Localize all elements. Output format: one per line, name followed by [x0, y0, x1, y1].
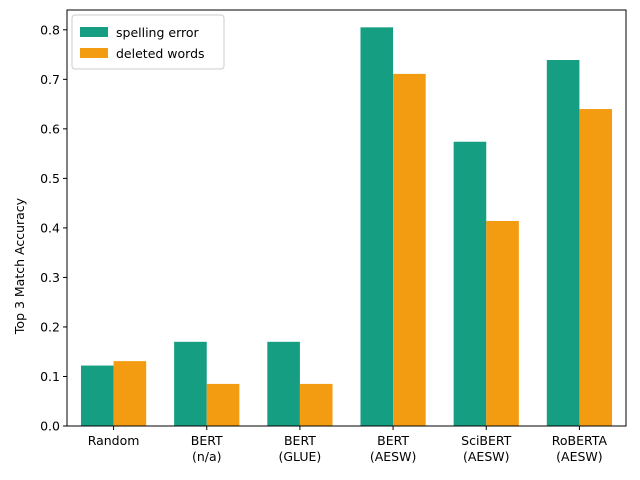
y-tick-label: 0.0: [40, 419, 60, 434]
y-tick-label: 0.3: [40, 270, 60, 285]
legend-swatch-spelling-error: [80, 27, 108, 37]
y-axis-label: Top 3 Match Accuracy: [12, 197, 27, 335]
x-tick-label: BERT (n/a): [191, 433, 223, 464]
bar-deleted-words-4: [486, 220, 519, 426]
legend-label-spelling-error: spelling error: [116, 25, 200, 40]
legend-frame: [71, 14, 225, 70]
y-tick-label: 0.5: [40, 171, 60, 186]
bars-layer: [80, 27, 613, 427]
bar-spelling-error-1: [174, 341, 207, 426]
bar-spelling-error-4: [453, 141, 487, 426]
bar-spelling-error-5: [546, 60, 580, 427]
bar-deleted-words-3: [393, 73, 426, 426]
bar-spelling-error-0: [80, 365, 114, 426]
y-tick-label: 0.4: [40, 220, 60, 235]
bar-deleted-words-2: [299, 383, 333, 426]
x-tick-label: RoBERTA (AESW): [552, 433, 608, 464]
y-tick-label: 0.6: [40, 121, 60, 136]
axes-layer: 0.0 0.1 0.2 0.3 0.4 0.5 0.6 0.7 0.8 Random BERT (n/…: [40, 9, 627, 464]
x-tick-label: Random: [88, 433, 140, 448]
y-tick-label: 0.1: [40, 369, 60, 384]
bar-spelling-error-2: [267, 341, 300, 426]
legend: spelling error deleted words: [71, 14, 225, 70]
legend-swatch-deleted-words: [80, 48, 108, 58]
bar-spelling-error-3: [360, 27, 394, 426]
bar-deleted-words-0: [113, 361, 147, 426]
x-tick-label: BERT (GLUE): [278, 433, 321, 464]
x-tick-label: BERT (AESW): [370, 433, 417, 464]
y-tick-label: 0.2: [40, 319, 60, 334]
y-tick-label: 0.7: [40, 72, 60, 87]
bar-deleted-words-5: [579, 109, 613, 427]
x-tick-label: SciBERT (AESW): [461, 433, 512, 464]
y-tick-label: 0.8: [40, 22, 60, 37]
bar-deleted-words-1: [206, 383, 240, 426]
legend-label-deleted-words: deleted words: [116, 46, 205, 61]
plot-frame: [66, 9, 627, 427]
